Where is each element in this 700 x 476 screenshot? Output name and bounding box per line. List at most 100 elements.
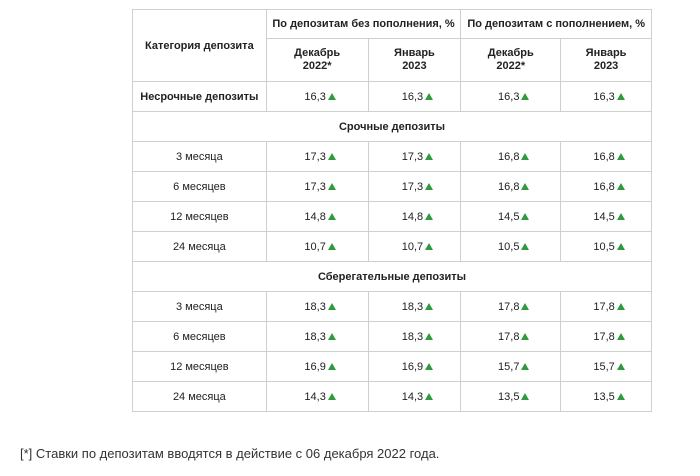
rate-cell: 16,3: [265, 81, 369, 112]
rate-cell: 16,9: [265, 351, 369, 382]
rate-value: 10,7: [304, 240, 326, 253]
rate-value: 17,8: [498, 300, 520, 313]
rate-cell: 17,3: [367, 141, 462, 172]
rate-value: 10,5: [593, 240, 615, 253]
table-row: 6 месяцев 18,3 18,3 17,8 17,8: [132, 321, 652, 352]
up-triangle-icon: [425, 242, 434, 250]
up-triangle-icon: [327, 362, 336, 370]
rate-cell: 18,3: [367, 291, 462, 322]
rate-value: 17,3: [401, 150, 424, 163]
up-triangle-icon: [425, 152, 434, 160]
row-label: 3 месяца: [132, 141, 267, 172]
rate-cell: 16,3: [460, 81, 562, 112]
rate-value: 14,5: [593, 210, 615, 223]
rate-cell: 10,7: [367, 231, 462, 262]
rate-cell: 16,8: [460, 171, 562, 202]
rate-value: 18,3: [401, 300, 424, 313]
table-row: 3 месяца 18,3 18,3 17,8 17,8: [132, 291, 652, 322]
rate-value: 16,3: [593, 90, 615, 103]
row-label: 3 месяца: [132, 291, 267, 322]
rate-cell: 17,8: [460, 321, 562, 352]
up-triangle-icon: [616, 182, 625, 190]
month-header: Декабрь 2022*: [265, 38, 369, 82]
rate-value: 14,3: [304, 390, 326, 403]
up-triangle-icon: [327, 242, 336, 250]
row-label: 24 месяца: [132, 381, 267, 412]
rate-value: 16,8: [593, 180, 615, 193]
up-triangle-icon: [521, 92, 530, 100]
up-triangle-icon: [327, 92, 336, 100]
rate-cell: 14,5: [460, 201, 562, 232]
up-triangle-icon: [521, 302, 530, 310]
up-triangle-icon: [327, 302, 336, 310]
rate-value: 16,3: [401, 90, 424, 103]
category-header: Категория депозита: [132, 9, 267, 82]
month-header: Декабрь 2022*: [460, 38, 562, 82]
up-triangle-icon: [425, 392, 434, 400]
up-triangle-icon: [425, 302, 434, 310]
rate-value: 16,8: [593, 150, 615, 163]
group-header-no-topup: По депозитам без пополнения, %: [265, 9, 462, 39]
month-header: Январь 2023: [560, 38, 652, 82]
rate-value: 16,9: [401, 360, 424, 373]
rate-value: 15,7: [498, 360, 520, 373]
up-triangle-icon: [521, 212, 530, 220]
rate-value: 13,5: [498, 390, 520, 403]
up-triangle-icon: [616, 212, 625, 220]
rate-value: 17,3: [401, 180, 424, 193]
group-header-topup: По депозитам с пополнением, %: [460, 9, 652, 39]
rate-cell: 16,8: [560, 171, 652, 202]
rate-value: 10,5: [498, 240, 520, 253]
month-header: Январь 2023: [367, 38, 462, 82]
rate-cell: 18,3: [367, 321, 462, 352]
rate-cell: 10,5: [560, 231, 652, 262]
rate-cell: 17,3: [265, 171, 369, 202]
up-triangle-icon: [616, 392, 625, 400]
up-triangle-icon: [327, 182, 336, 190]
section-title: Срочные депозиты: [132, 111, 652, 142]
up-triangle-icon: [521, 332, 530, 340]
row-label: 24 месяца: [132, 231, 267, 262]
up-triangle-icon: [327, 332, 336, 340]
rate-cell: 17,3: [265, 141, 369, 172]
rate-cell: 16,8: [560, 141, 652, 172]
up-triangle-icon: [425, 92, 434, 100]
rate-cell: 13,5: [560, 381, 652, 412]
section-term-deposits: Срочные депозиты: [132, 111, 652, 142]
table-row: 3 месяца 17,3 17,3 16,8 16,8: [132, 141, 652, 172]
row-label: Несрочные депозиты: [132, 81, 267, 112]
footnote: [*] Ставки по депозитам вводятся в дейст…: [20, 446, 440, 461]
up-triangle-icon: [616, 332, 625, 340]
rate-value: 16,9: [304, 360, 326, 373]
up-triangle-icon: [425, 332, 434, 340]
rate-cell: 14,3: [265, 381, 369, 412]
up-triangle-icon: [521, 242, 530, 250]
up-triangle-icon: [327, 152, 336, 160]
section-savings-deposits: Сберегательные депозиты: [132, 261, 652, 292]
table-row: 12 месяцев 16,9 16,9 15,7 15,7: [132, 351, 652, 382]
rate-value: 16,8: [498, 180, 520, 193]
rate-value: 17,8: [593, 300, 615, 313]
table-row: Несрочные депозиты 16,3 16,3 16,3 16,3: [132, 81, 652, 112]
up-triangle-icon: [521, 362, 530, 370]
row-label: 6 месяцев: [132, 321, 267, 352]
up-triangle-icon: [425, 362, 434, 370]
deposit-rates-table: Категория депозита По депозитам без попо…: [132, 9, 652, 412]
rate-value: 16,3: [498, 90, 520, 103]
rate-cell: 14,3: [367, 381, 462, 412]
rate-cell: 17,8: [460, 291, 562, 322]
rate-cell: 16,8: [460, 141, 562, 172]
table-row: 12 месяцев 14,8 14,8 14,5 14,5: [132, 201, 652, 232]
rate-cell: 14,8: [265, 201, 369, 232]
table-row: 6 месяцев 17,3 17,3 16,8 16,8: [132, 171, 652, 202]
rate-value: 10,7: [401, 240, 424, 253]
row-label: 12 месяцев: [132, 351, 267, 382]
up-triangle-icon: [616, 92, 625, 100]
up-triangle-icon: [425, 212, 434, 220]
rate-value: 14,5: [498, 210, 520, 223]
rate-value: 17,8: [498, 330, 520, 343]
rate-value: 17,3: [304, 180, 326, 193]
rate-value: 13,5: [593, 390, 615, 403]
rate-value: 14,3: [401, 390, 424, 403]
up-triangle-icon: [521, 152, 530, 160]
